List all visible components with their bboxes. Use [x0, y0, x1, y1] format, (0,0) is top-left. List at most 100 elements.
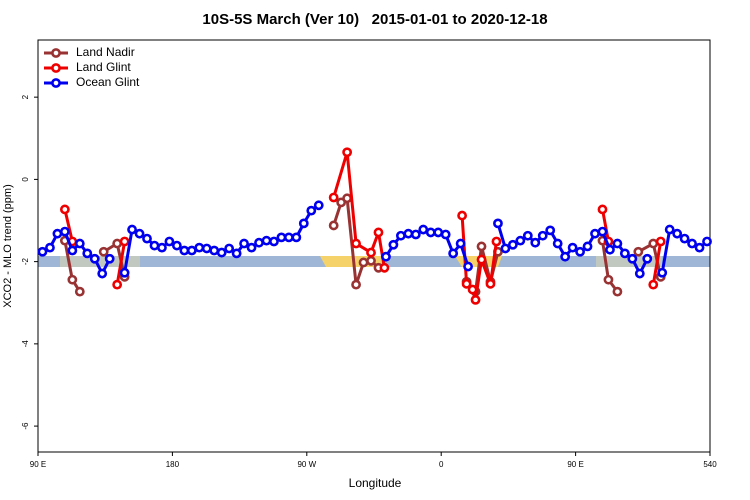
data-point	[530, 237, 541, 248]
data-point	[298, 218, 309, 229]
x-tick-label: 90 E	[30, 460, 46, 469]
data-point	[231, 248, 242, 259]
data-point	[440, 229, 451, 240]
data-point	[194, 242, 205, 253]
data-point	[619, 248, 630, 259]
data-point	[306, 205, 317, 216]
y-tick-label: 2	[21, 94, 30, 99]
data-point	[37, 246, 48, 257]
data-point	[201, 243, 212, 254]
data-point	[351, 279, 361, 290]
legend-marker	[51, 63, 61, 73]
data-point	[112, 279, 123, 290]
y-tick-label: -2	[21, 258, 30, 266]
data-point	[127, 224, 137, 235]
data-point	[98, 246, 109, 257]
data-point	[291, 232, 302, 243]
y-tick-label: 0	[21, 177, 30, 182]
data-point	[171, 240, 182, 251]
data-point	[612, 238, 623, 249]
data-point	[694, 242, 705, 253]
data-point	[351, 238, 361, 249]
data-point	[603, 274, 614, 285]
x-tick-label: 0	[439, 460, 444, 469]
data-point	[522, 230, 533, 241]
data-point	[119, 267, 130, 278]
data-point	[461, 278, 472, 289]
data-point	[597, 204, 608, 215]
data-point	[97, 268, 108, 279]
data-point	[648, 238, 659, 249]
data-point	[142, 233, 152, 244]
data-point	[366, 247, 376, 258]
data-point	[381, 251, 391, 262]
data-point	[366, 255, 376, 266]
data-point	[358, 257, 369, 268]
data-point	[467, 284, 478, 295]
data-point	[679, 233, 690, 244]
data-point	[648, 279, 659, 290]
data-point	[373, 227, 384, 238]
data-point	[313, 200, 324, 211]
data-point	[45, 242, 55, 253]
data-point	[702, 236, 712, 247]
data-point	[89, 253, 100, 264]
data-point	[500, 243, 511, 254]
data-point	[328, 192, 339, 203]
data-point	[239, 238, 249, 249]
data-point	[67, 274, 78, 285]
data-point	[119, 236, 130, 247]
data-point	[134, 228, 145, 239]
x-tick-label: 90 E	[567, 460, 583, 469]
data-point	[655, 236, 666, 247]
data-point	[276, 232, 287, 243]
plot-frame	[37, 39, 711, 453]
data-point	[672, 228, 683, 239]
data-point	[388, 239, 399, 250]
data-point	[575, 246, 585, 257]
data-point	[209, 245, 220, 256]
data-point	[261, 235, 272, 246]
legend-label: Ocean Glint	[76, 75, 140, 89]
data-point	[491, 236, 502, 247]
data-point	[403, 228, 414, 239]
data-point	[254, 237, 264, 248]
data-point	[157, 242, 167, 253]
data-point	[493, 218, 503, 229]
chart-title: 10S-5S March (Ver 10) 2015-01-01 to 2020…	[202, 11, 547, 28]
legend-marker	[51, 48, 61, 58]
data-point	[507, 239, 518, 250]
data-point	[470, 294, 481, 305]
x-tick-label: 540	[703, 460, 717, 469]
data-point	[379, 262, 390, 273]
y-tick-label: -4	[21, 340, 30, 348]
data-point	[52, 228, 63, 239]
data-point	[582, 241, 593, 252]
x-axis-label: Longitude	[349, 476, 402, 490]
data-point	[515, 235, 526, 246]
data-point	[560, 251, 571, 262]
data-point	[246, 242, 257, 253]
x-tick-label: 180	[166, 460, 180, 469]
data-point	[664, 224, 675, 235]
data-point	[328, 220, 339, 231]
data-point	[164, 236, 175, 247]
data-point	[537, 230, 548, 241]
data-point	[67, 245, 78, 256]
legend-label: Land Glint	[76, 60, 131, 74]
y-axis-label: XCO2 - MLO trend (ppm)	[2, 184, 14, 307]
data-point	[74, 286, 85, 297]
data-point	[634, 268, 645, 279]
data-point	[179, 245, 190, 256]
data-point	[342, 193, 353, 204]
data-point	[612, 286, 623, 297]
data-point	[552, 238, 563, 249]
data-point	[82, 248, 93, 259]
data-point	[224, 243, 235, 254]
data-point	[74, 238, 85, 249]
legend-label: Land Nadir	[76, 45, 135, 59]
data-point	[433, 227, 444, 238]
